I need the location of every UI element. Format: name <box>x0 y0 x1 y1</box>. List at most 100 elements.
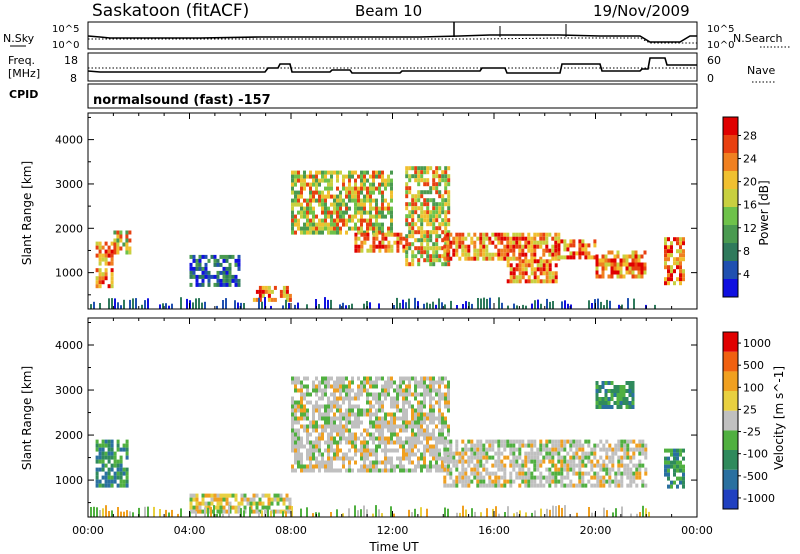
echo-cell <box>426 258 430 263</box>
echo-cell <box>300 186 303 191</box>
echo-cell <box>369 412 372 417</box>
echo-cell <box>429 190 433 195</box>
echo-cell <box>461 236 465 241</box>
echo-cell <box>426 388 429 393</box>
echo-cell <box>509 263 513 268</box>
echo-cell <box>297 408 300 413</box>
echo-cell <box>432 432 435 437</box>
echo-cell <box>204 270 208 275</box>
echo-cell <box>390 468 393 473</box>
echo-cell <box>384 198 387 203</box>
echo-cell <box>297 452 300 457</box>
echo-cell <box>608 479 612 484</box>
echo-cell <box>261 510 263 517</box>
echo-cell <box>363 388 366 393</box>
xtick-label: 00:00 <box>72 524 104 537</box>
echo-cell <box>530 455 534 460</box>
echo-cell <box>189 501 193 506</box>
echo-cell <box>644 471 648 476</box>
echo-cell <box>408 186 412 191</box>
echo-cell <box>110 284 114 289</box>
echo-cell <box>619 401 623 405</box>
echo-cell <box>381 408 384 413</box>
echo-cell <box>117 507 119 517</box>
echo-cell <box>426 436 429 441</box>
echo-cell <box>420 380 423 385</box>
echo-cell <box>291 190 294 195</box>
echo-cell <box>330 218 333 223</box>
echo-cell <box>470 471 474 476</box>
echo-cell <box>98 447 102 452</box>
echo-cell <box>303 464 306 469</box>
echo-cell <box>366 448 369 453</box>
echo-cell <box>384 236 388 241</box>
echo-cell <box>548 459 552 464</box>
echo-cell <box>616 393 620 397</box>
echo-cell <box>560 459 564 464</box>
echo-cell <box>405 254 409 259</box>
echo-cell <box>360 178 363 183</box>
echo-cell <box>476 447 480 452</box>
echo-cell <box>330 408 333 413</box>
echo-cell <box>390 436 393 441</box>
echo-cell <box>446 483 450 488</box>
echo-cell <box>461 483 465 488</box>
echo-cell <box>339 230 342 235</box>
echo-cell <box>399 236 403 241</box>
echo-cell <box>108 298 110 309</box>
echo-cell <box>405 234 409 239</box>
echo-cell <box>524 263 528 268</box>
echo-cell <box>631 381 635 385</box>
echo-cell <box>384 460 387 465</box>
echo-cell <box>620 439 624 444</box>
echo-cell <box>357 248 361 253</box>
echo-cell <box>360 468 363 473</box>
echo-cell <box>533 451 537 456</box>
echo-cell <box>414 436 417 441</box>
echo-cell <box>411 420 414 425</box>
echo-cell <box>611 447 615 452</box>
echo-cell <box>342 384 345 389</box>
echo-cell <box>375 416 378 421</box>
echo-cell <box>566 471 570 476</box>
echo-cell <box>255 505 259 510</box>
echo-cell <box>664 281 667 286</box>
echo-cell <box>315 404 318 409</box>
echo-cell <box>429 432 432 437</box>
echo-cell <box>327 194 330 199</box>
echo-cell <box>312 226 315 231</box>
echo-cell <box>375 206 378 211</box>
echo-cell <box>318 408 321 413</box>
echo-cell <box>621 304 623 309</box>
echo-cell <box>113 475 117 480</box>
echo-cell <box>533 256 537 261</box>
echo-cell <box>426 234 430 239</box>
echo-cell <box>342 218 345 223</box>
echo-cell <box>563 459 567 464</box>
echo-cell <box>664 277 667 282</box>
echo-cell <box>468 301 470 309</box>
echo-cell <box>375 186 378 191</box>
echo-cell <box>354 392 357 397</box>
echo-cell <box>104 268 108 273</box>
echo-cell <box>539 236 543 241</box>
echo-cell <box>393 232 397 237</box>
echo-cell <box>627 298 629 309</box>
echo-cell <box>345 174 348 179</box>
echo-cell <box>303 404 306 409</box>
echo-cell <box>324 226 327 231</box>
echo-cell <box>306 408 309 413</box>
echo-cell <box>602 459 606 464</box>
echo-cell <box>204 507 206 517</box>
echo-cell <box>667 269 670 274</box>
echo-cell <box>441 456 444 461</box>
echo-cell <box>405 388 408 393</box>
echo-cell <box>345 384 348 389</box>
echo-cell <box>372 460 375 465</box>
echo-cell <box>351 170 354 175</box>
echo-cell <box>225 298 227 309</box>
echo-cell <box>255 493 259 498</box>
echo-cell <box>222 274 226 279</box>
echo-cell <box>632 463 636 468</box>
echo-cell <box>375 214 378 219</box>
